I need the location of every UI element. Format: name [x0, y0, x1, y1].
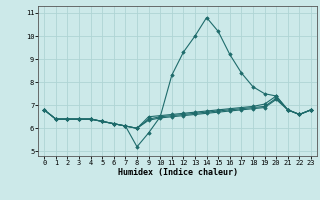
X-axis label: Humidex (Indice chaleur): Humidex (Indice chaleur)	[118, 168, 238, 177]
